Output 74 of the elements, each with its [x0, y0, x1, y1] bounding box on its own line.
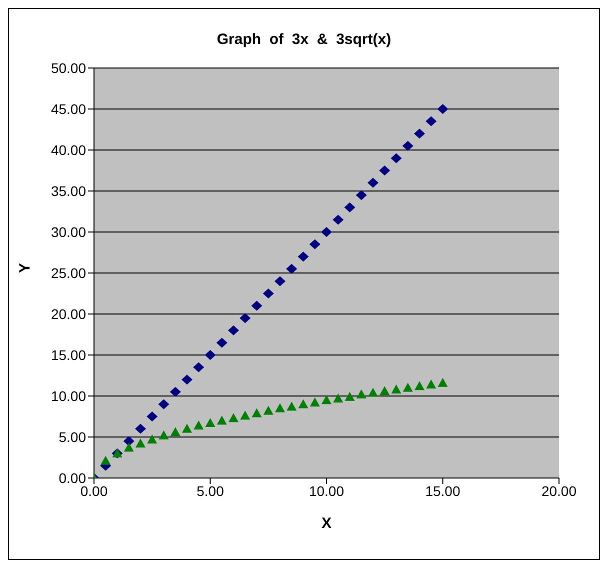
- point: [344, 202, 356, 212]
- point: [368, 388, 378, 397]
- point: [379, 166, 390, 176]
- point: [204, 350, 216, 360]
- point: [275, 403, 285, 412]
- point: [426, 380, 436, 389]
- point: [356, 190, 367, 200]
- y-tick-label: 30.00: [50, 224, 86, 240]
- point: [262, 288, 274, 298]
- point: [228, 413, 238, 422]
- y-tick-label: 15.00: [50, 346, 86, 363]
- x-axis-title: X: [321, 515, 332, 532]
- point: [216, 416, 227, 425]
- point: [368, 178, 378, 188]
- y-tick-label: 25.00: [50, 264, 86, 281]
- point: [321, 227, 332, 237]
- point: [437, 104, 448, 114]
- point: [216, 338, 228, 348]
- point: [240, 313, 251, 324]
- point: [252, 408, 262, 418]
- point: [240, 410, 250, 420]
- y-tick-label: 45.00: [50, 100, 86, 117]
- y-axis-title: Y: [16, 262, 34, 273]
- point: [124, 442, 134, 452]
- point: [390, 153, 402, 164]
- point: [182, 374, 192, 385]
- y-tick-label: 40.00: [50, 142, 86, 158]
- point: [332, 214, 344, 225]
- y-tick-label: 20.00: [50, 306, 86, 322]
- point: [170, 427, 180, 436]
- point: [438, 378, 448, 387]
- x-tick-label: 20.00: [541, 482, 577, 499]
- point: [123, 436, 134, 446]
- point: [170, 386, 181, 397]
- point: [205, 418, 216, 428]
- point: [402, 382, 413, 392]
- point: [228, 325, 239, 336]
- point: [309, 239, 320, 250]
- y-tick-label: 50.00: [50, 60, 86, 76]
- point: [251, 300, 262, 311]
- point: [146, 412, 158, 422]
- point: [356, 389, 366, 398]
- point: [426, 116, 437, 126]
- point: [286, 402, 297, 411]
- point: [147, 434, 158, 444]
- point: [286, 264, 298, 274]
- point: [182, 424, 192, 433]
- point: [274, 276, 286, 286]
- point: [158, 430, 169, 440]
- point: [158, 399, 170, 410]
- point: [263, 406, 274, 415]
- chart-title: Graph of 3x & 3sqrt(x): [216, 31, 392, 48]
- point: [344, 392, 355, 401]
- point: [193, 362, 204, 372]
- x-tick-label: 10.00: [308, 482, 344, 499]
- point: [380, 386, 390, 396]
- point: [391, 384, 402, 394]
- point: [194, 420, 204, 430]
- point: [322, 395, 332, 404]
- point: [136, 438, 146, 448]
- y-tick-label: 35.00: [50, 182, 86, 199]
- x-tick-label: 15.00: [425, 482, 460, 499]
- point: [333, 393, 344, 402]
- point: [135, 424, 146, 434]
- x-tick-label: 5.00: [196, 482, 224, 499]
- y-tick-label: 10.00: [50, 388, 86, 404]
- point: [298, 252, 309, 262]
- point: [298, 399, 308, 408]
- point: [100, 456, 111, 465]
- point: [414, 128, 425, 139]
- point: [402, 140, 414, 151]
- y-tick-label: 5.00: [58, 428, 86, 445]
- point: [310, 398, 320, 407]
- point: [414, 381, 424, 390]
